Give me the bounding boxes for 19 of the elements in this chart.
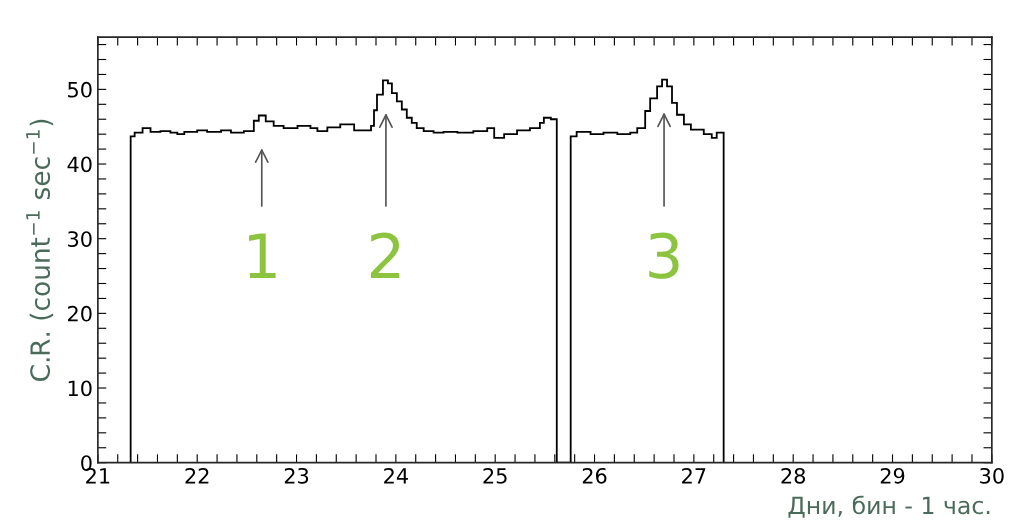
y-tick-label: 40 (67, 156, 92, 173)
y-axis-title: C.R. (count$^{−1}$ sec$^{−1}$) (26, 119, 54, 381)
x-tick-label: 29 (880, 467, 905, 484)
x-tick-label: 27 (682, 467, 706, 484)
x-tick-label: 25 (483, 467, 507, 484)
x-tick-label: 26 (582, 467, 607, 484)
annotation: 3 (649, 232, 679, 279)
y-tick-label: 30 (68, 231, 92, 247)
x-tick-label: 24 (384, 467, 408, 484)
x-tick-label: 22 (185, 467, 209, 484)
annotation: 1 (249, 233, 276, 278)
x-tick-label: 23 (284, 467, 309, 484)
annotation: 2 (370, 232, 400, 278)
y-tick-label: 10 (68, 380, 92, 397)
y-tick-label: 50 (68, 81, 92, 98)
y-tick-label: 20 (68, 305, 92, 322)
x-tick-label: 30 (980, 467, 1004, 484)
x-tick-label: 28 (781, 467, 806, 484)
x-axis-title: Дни, бин - 1 час. (788, 495, 990, 518)
